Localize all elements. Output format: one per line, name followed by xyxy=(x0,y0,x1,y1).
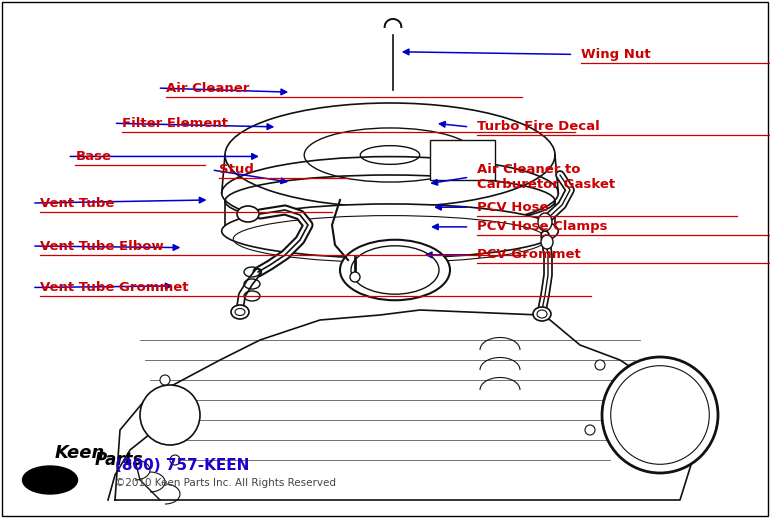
Polygon shape xyxy=(115,310,705,500)
Text: PCV Hose Clamps: PCV Hose Clamps xyxy=(477,220,608,234)
Text: Air Cleaner: Air Cleaner xyxy=(166,81,249,95)
Text: Parts: Parts xyxy=(95,451,143,469)
Ellipse shape xyxy=(22,466,78,494)
Circle shape xyxy=(140,385,200,445)
Ellipse shape xyxy=(340,240,450,300)
Text: Vent Tube Grommet: Vent Tube Grommet xyxy=(40,281,189,294)
Text: ©2010 Keen Parts Inc. All Rights Reserved: ©2010 Keen Parts Inc. All Rights Reserve… xyxy=(115,478,336,488)
Circle shape xyxy=(170,455,180,465)
Ellipse shape xyxy=(237,206,259,222)
Ellipse shape xyxy=(231,305,249,319)
Circle shape xyxy=(160,375,170,385)
Text: Vent Tube Elbow: Vent Tube Elbow xyxy=(40,239,164,253)
Circle shape xyxy=(350,272,360,282)
Bar xyxy=(430,140,495,180)
Ellipse shape xyxy=(533,307,551,321)
Ellipse shape xyxy=(538,213,552,231)
Text: Vent Tube: Vent Tube xyxy=(40,196,115,210)
Text: PCV Hose: PCV Hose xyxy=(477,200,549,214)
Text: Turbo Fire Decal: Turbo Fire Decal xyxy=(477,120,600,134)
Text: (800) 757-KEEN: (800) 757-KEEN xyxy=(115,458,249,473)
Text: Filter Element: Filter Element xyxy=(122,117,228,130)
Text: Keen: Keen xyxy=(55,444,105,462)
Text: Base: Base xyxy=(75,150,112,163)
Text: Air Cleaner to
Carburetor Gasket: Air Cleaner to Carburetor Gasket xyxy=(477,163,615,191)
Text: Wing Nut: Wing Nut xyxy=(581,48,651,61)
Text: Stud: Stud xyxy=(219,163,254,177)
Ellipse shape xyxy=(222,204,558,258)
Ellipse shape xyxy=(541,235,553,249)
Circle shape xyxy=(595,360,605,370)
Circle shape xyxy=(602,357,718,473)
Circle shape xyxy=(585,425,595,435)
Text: PCV Grommet: PCV Grommet xyxy=(477,248,581,262)
